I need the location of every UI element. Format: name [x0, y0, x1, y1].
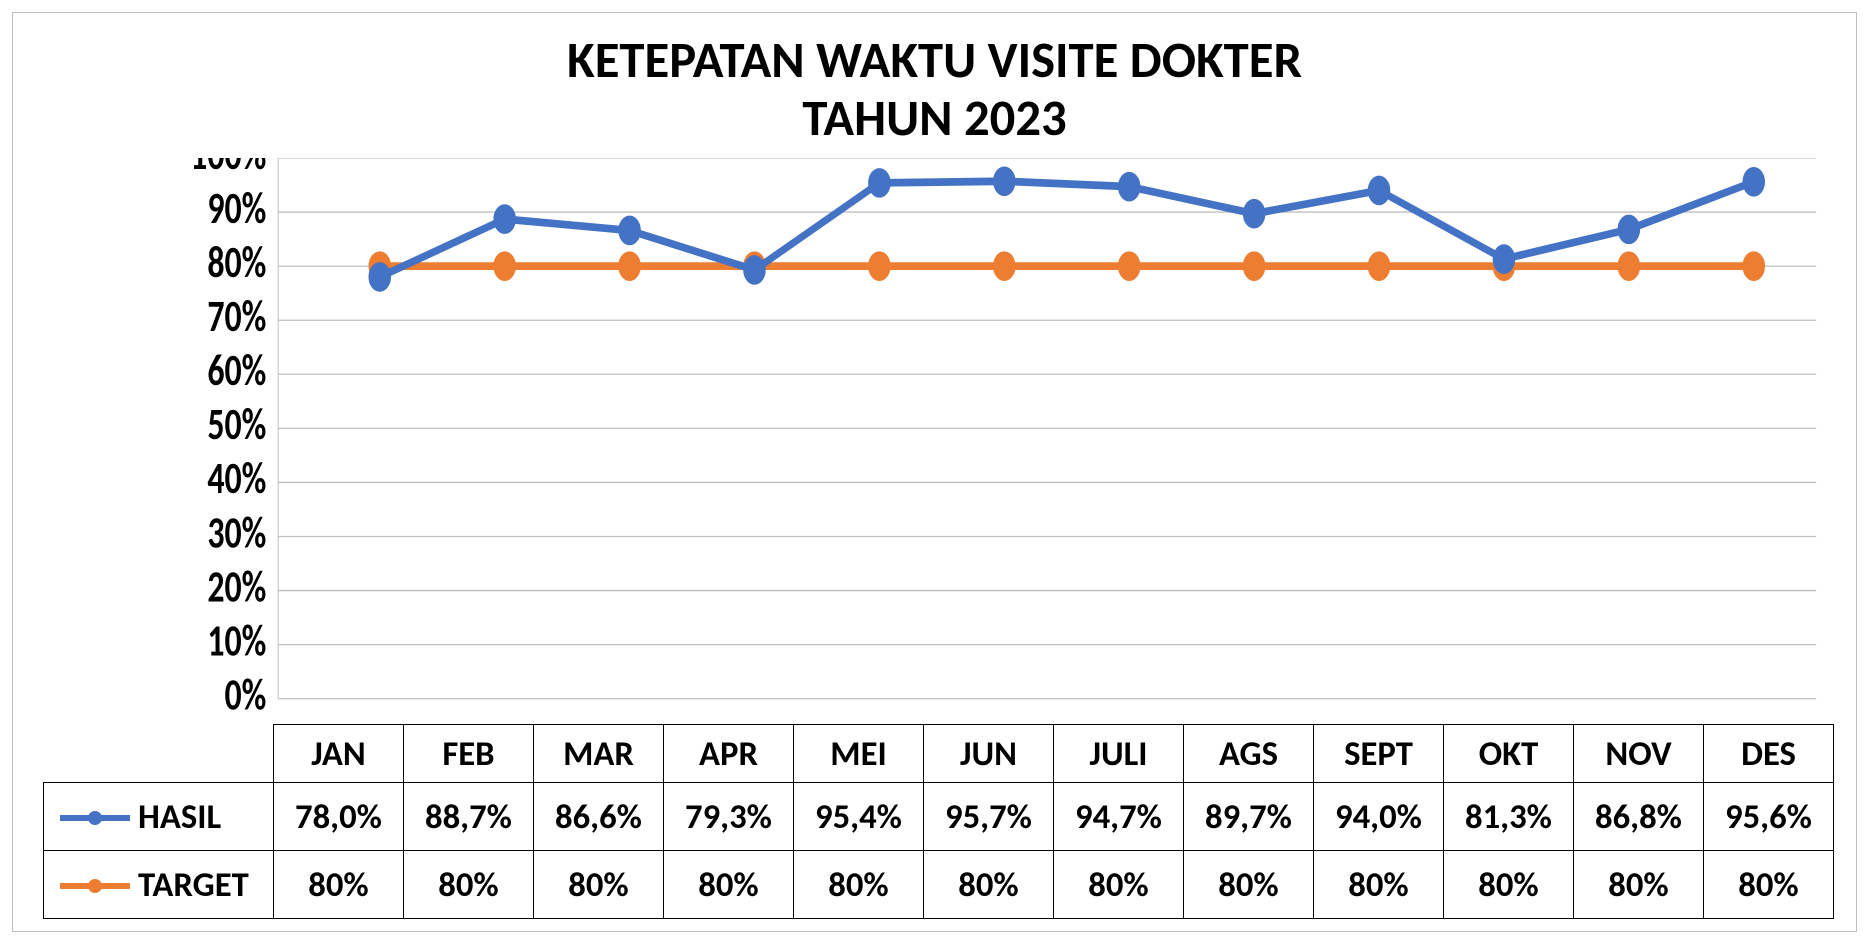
- hasil-legend-swatch: [60, 796, 130, 838]
- hasil-marker: [369, 262, 391, 290]
- hasil-value-cell: 86,6%: [534, 783, 664, 851]
- hasil-value-cell: 94,0%: [1314, 783, 1444, 851]
- hasil-marker: [494, 204, 516, 232]
- target-legend-label: TARGET: [138, 864, 249, 906]
- target-marker: [1743, 252, 1765, 280]
- hasil-marker: [994, 167, 1016, 195]
- hasil-value-cell: 94,7%: [1054, 783, 1184, 851]
- hasil-marker: [1493, 244, 1515, 272]
- target-marker: [494, 252, 516, 280]
- chart-title-line2: TAHUN 2023: [13, 89, 1856, 147]
- hasil-marker: [619, 216, 641, 244]
- hasil-marker: [1618, 215, 1640, 243]
- hasil-value-cell: 78,0%: [274, 783, 404, 851]
- target-marker: [1243, 252, 1265, 280]
- y-tick-label: 50%: [207, 396, 266, 451]
- hasil-marker: [1368, 176, 1390, 204]
- category-header: MAR: [534, 725, 664, 783]
- hasil-marker: [1243, 199, 1265, 227]
- y-tick-label: 40%: [207, 450, 266, 505]
- hasil-marker: [744, 255, 766, 283]
- category-header: MEI: [794, 725, 924, 783]
- category-header: SEPT: [1314, 725, 1444, 783]
- target-value-cell: 80%: [274, 851, 404, 919]
- target-value-cell: 80%: [1314, 851, 1444, 919]
- chart-title: KETEPATAN WAKTU VISITE DOKTER TAHUN 2023: [13, 13, 1856, 148]
- category-header: APR: [664, 725, 794, 783]
- y-tick-label: 70%: [207, 288, 266, 343]
- y-tick-label: 60%: [207, 342, 266, 397]
- chart-container: KETEPATAN WAKTU VISITE DOKTER TAHUN 2023…: [12, 12, 1857, 932]
- category-header: DES: [1704, 725, 1834, 783]
- category-header: FEB: [404, 725, 534, 783]
- target-value-cell: 80%: [1054, 851, 1184, 919]
- target-value-cell: 80%: [1184, 851, 1314, 919]
- hasil-value-cell: 95,6%: [1704, 783, 1834, 851]
- target-value-cell: 80%: [1704, 851, 1834, 919]
- hasil-value-cell: 88,7%: [404, 783, 534, 851]
- category-header: OKT: [1444, 725, 1574, 783]
- target-marker: [1618, 252, 1640, 280]
- target-marker: [1118, 252, 1140, 280]
- target-marker: [619, 252, 641, 280]
- hasil-value-cell: 79,3%: [664, 783, 794, 851]
- y-tick-label: 20%: [207, 558, 266, 613]
- y-tick-label: 90%: [207, 180, 266, 235]
- table-corner-cell: [44, 725, 274, 783]
- data-table: JANFEBMARAPRMEIJUNJULIAGSSEPTOKTNOVDES HA…: [43, 724, 1834, 919]
- category-header: JAN: [274, 725, 404, 783]
- y-tick-label: 10%: [207, 612, 266, 667]
- category-header: JUN: [924, 725, 1054, 783]
- y-tick-label: 30%: [207, 504, 266, 559]
- target-value-cell: 80%: [1444, 851, 1574, 919]
- hasil-value-cell: 95,4%: [794, 783, 924, 851]
- hasil-value-cell: 95,7%: [924, 783, 1054, 851]
- y-tick-label: 80%: [207, 234, 266, 289]
- target-value-cell: 80%: [534, 851, 664, 919]
- line-chart-svg: 0%10%20%30%40%50%60%70%80%90%100%: [43, 158, 1826, 724]
- category-header: NOV: [1574, 725, 1704, 783]
- legend-target: TARGET: [44, 851, 274, 919]
- category-header: AGS: [1184, 725, 1314, 783]
- y-tick-label: 0%: [225, 666, 267, 721]
- hasil-legend-label: HASIL: [138, 796, 221, 838]
- legend-hasil: HASIL: [44, 783, 274, 851]
- category-header: JULI: [1054, 725, 1184, 783]
- chart-title-line1: KETEPATAN WAKTU VISITE DOKTER: [13, 31, 1856, 89]
- hasil-value-cell: 86,8%: [1574, 783, 1704, 851]
- target-marker: [1368, 252, 1390, 280]
- hasil-value-cell: 89,7%: [1184, 783, 1314, 851]
- target-marker: [869, 252, 891, 280]
- target-value-cell: 80%: [404, 851, 534, 919]
- hasil-marker: [869, 168, 891, 196]
- target-value-cell: 80%: [1574, 851, 1704, 919]
- y-tick-label: 100%: [190, 158, 266, 181]
- target-marker: [994, 252, 1016, 280]
- target-legend-swatch: [60, 864, 130, 906]
- hasil-marker: [1118, 172, 1140, 200]
- target-value-cell: 80%: [664, 851, 794, 919]
- target-value-cell: 80%: [924, 851, 1054, 919]
- plot-area: 0%10%20%30%40%50%60%70%80%90%100%: [43, 158, 1826, 724]
- target-value-cell: 80%: [794, 851, 924, 919]
- hasil-marker: [1743, 167, 1765, 195]
- hasil-value-cell: 81,3%: [1444, 783, 1574, 851]
